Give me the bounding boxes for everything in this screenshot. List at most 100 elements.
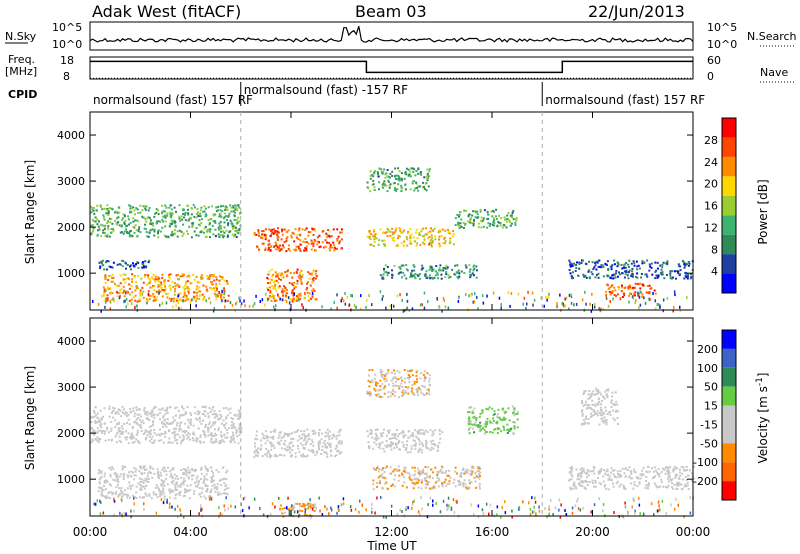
noise-cell (253, 302, 256, 306)
data-cell (313, 429, 316, 432)
data-cell (582, 273, 585, 276)
data-cell (485, 408, 488, 410)
data-cell (312, 277, 315, 279)
data-cell (444, 240, 447, 243)
data-cell (376, 428, 379, 431)
data-cell (104, 472, 106, 475)
data-cell (173, 206, 176, 209)
data-cell (300, 269, 303, 272)
data-cell (498, 427, 501, 430)
data-cell (385, 372, 388, 375)
noise-cell (652, 292, 654, 295)
data-cell (402, 443, 405, 446)
data-cell (373, 189, 376, 191)
data-cell (690, 276, 693, 279)
data-cell (632, 260, 635, 263)
data-cell (276, 233, 278, 236)
data-cell (110, 412, 113, 414)
data-cell (636, 265, 639, 268)
data-cell (130, 285, 133, 287)
data-cell (291, 449, 294, 452)
data-cell (239, 429, 241, 431)
data-cell (103, 481, 106, 484)
data-cell (582, 404, 585, 407)
data-cell (312, 245, 315, 248)
data-cell (148, 278, 151, 280)
data-cell (401, 231, 404, 234)
nave-label: Nave (760, 66, 788, 79)
data-cell (103, 225, 106, 228)
noise-cell (447, 306, 450, 310)
noise-cell (659, 304, 661, 308)
data-cell (272, 281, 275, 284)
data-cell (593, 403, 596, 406)
data-cell (575, 487, 578, 490)
data-cell (147, 209, 150, 212)
data-cell (436, 476, 439, 479)
data-cell (684, 272, 687, 274)
data-cell (177, 284, 180, 287)
data-cell (387, 432, 390, 434)
data-cell (193, 230, 196, 233)
data-cell (147, 472, 149, 475)
data-cell (431, 241, 434, 244)
data-cell (402, 436, 405, 439)
data-cell (426, 475, 429, 478)
data-cell (299, 292, 302, 295)
data-cell (210, 470, 213, 472)
data-cell (154, 212, 156, 215)
data-cell (684, 483, 687, 486)
data-cell (231, 421, 233, 423)
data-cell (109, 475, 112, 478)
data-cell (154, 278, 157, 281)
data-cell (613, 259, 616, 262)
data-cell (236, 222, 239, 224)
data-cell (119, 432, 122, 435)
data-cell (107, 226, 109, 229)
nsky-tick-top: 10^5 (52, 21, 82, 34)
data-cell (118, 263, 121, 266)
data-cell (125, 411, 128, 414)
data-cell (414, 482, 417, 485)
data-cell (404, 389, 407, 392)
data-cell (382, 184, 385, 187)
data-cell (586, 469, 589, 472)
data-cell (491, 224, 494, 227)
data-cell (394, 177, 397, 180)
data-cell (584, 262, 587, 265)
noise-cell (110, 290, 112, 294)
data-cell (117, 216, 120, 219)
data-cell (469, 218, 472, 221)
data-cell (105, 260, 108, 263)
data-cell (583, 471, 586, 474)
data-cell (216, 287, 218, 290)
data-cell (173, 430, 176, 433)
data-cell (413, 380, 416, 383)
data-cell (232, 227, 235, 230)
noise-cell (613, 511, 615, 514)
data-cell (160, 408, 163, 411)
y-tick-label: 3000 (57, 175, 85, 188)
noise-cell (632, 296, 635, 300)
data-cell (268, 228, 271, 231)
data-cell (264, 247, 267, 250)
data-cell (165, 235, 168, 238)
data-cell (153, 413, 156, 416)
data-cell (391, 276, 394, 279)
data-cell (397, 442, 400, 445)
data-cell (598, 469, 601, 472)
data-cell (186, 437, 189, 440)
noise-cell (473, 300, 476, 304)
data-cell (417, 486, 420, 489)
data-cell (387, 180, 390, 183)
data-cell (301, 228, 304, 231)
data-cell (159, 230, 162, 233)
data-cell (623, 487, 626, 490)
data-cell (379, 447, 382, 450)
data-cell (381, 186, 384, 189)
data-cell (214, 221, 217, 224)
data-cell (124, 493, 127, 496)
data-cell (217, 429, 220, 432)
data-cell (165, 425, 168, 428)
data-cell (472, 269, 475, 272)
